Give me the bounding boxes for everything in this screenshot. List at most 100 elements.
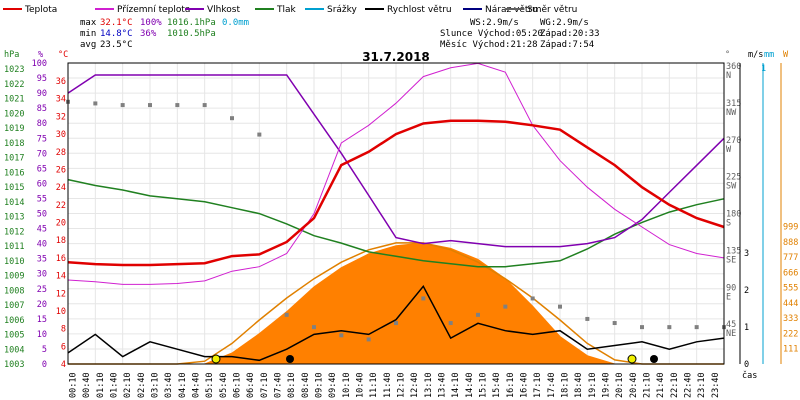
tick-time: 21:40: [656, 372, 666, 398]
wind-dir-point: [448, 321, 453, 326]
tick-temp: 8: [61, 325, 66, 335]
tick-temp: 24: [56, 183, 66, 193]
wind-dir-point: [120, 103, 125, 108]
tick-temp: 32: [56, 112, 66, 122]
tick-pct: 55: [37, 194, 47, 204]
axis-title-dir: °: [725, 50, 730, 60]
wind-dir-point: [503, 304, 508, 309]
tick-time: 03:10: [151, 372, 161, 398]
tick-w: 999: [783, 223, 798, 233]
legend-prizemni-teplota: Přízemní teplota: [117, 5, 190, 15]
wind-dir-point: [230, 116, 234, 121]
tick-w: 777: [783, 253, 798, 263]
tick-time: 12:10: [397, 372, 407, 398]
tick-mm: 1: [761, 64, 766, 74]
tick-temp: 16: [56, 254, 66, 264]
tick-pct: 10: [37, 330, 47, 340]
tick-time: 14:40: [465, 372, 475, 398]
tick-hpa: 1017: [4, 154, 24, 164]
stat-min-label: min: [80, 29, 96, 39]
tick-dir-name: NE: [726, 329, 736, 339]
stat-max-hum: 100%: [140, 18, 162, 28]
ground-temp-line: [67, 62, 725, 285]
tick-dir-name: W: [726, 145, 732, 155]
tick-dir-deg: 180: [726, 210, 741, 220]
tick-time: 20:10: [615, 372, 625, 398]
tick-time: 01:40: [110, 372, 120, 398]
legend-srazky: Srážky: [327, 5, 358, 15]
tick-dir-name: SW: [726, 182, 737, 192]
tick-temp: 22: [56, 201, 66, 211]
stat-min-hum: 36%: [140, 29, 157, 39]
tick-time: 16:40: [520, 372, 530, 398]
tick-hpa: 1009: [4, 272, 24, 282]
tick-w: 111: [783, 345, 798, 355]
tick-hpa: 1021: [4, 95, 24, 105]
tick-time: 18:40: [574, 372, 584, 398]
tick-w: 888: [783, 238, 798, 248]
tick-ms: 1: [744, 323, 749, 333]
tick-hpa: 1018: [4, 139, 24, 149]
tick-pct: 70: [37, 149, 47, 159]
tick-temp: 6: [61, 342, 66, 352]
legend: Teplota Přízemní teplota Vlhkost Tlak Sr…: [3, 5, 577, 15]
tick-pct: 75: [37, 134, 47, 144]
wind-ws: WS:2.9m/s: [470, 18, 519, 28]
tick-w: 444: [783, 299, 798, 309]
tick-w: 555: [783, 284, 798, 294]
plot-frame: [67, 62, 725, 365]
wind-dir-point: [476, 312, 480, 317]
tick-time: 07:10: [260, 372, 270, 398]
sunrise-marker: [211, 354, 221, 364]
tick-time: 02:40: [137, 372, 147, 398]
tick-time: 06:40: [246, 372, 256, 398]
tick-time: 18:10: [561, 372, 571, 398]
axis-title-ms: m/s: [748, 50, 763, 60]
moon-set: Západ:7:54: [540, 40, 594, 50]
legend-tlak: Tlak: [276, 5, 297, 15]
tick-time: 07:40: [274, 372, 284, 398]
tick-time: 08:40: [301, 372, 311, 398]
tick-time: 17:10: [533, 372, 543, 398]
tick-time: 08:10: [287, 372, 297, 398]
wind-dir-point: [175, 103, 180, 108]
tick-time: 15:40: [492, 372, 502, 398]
tick-w: 666: [783, 268, 798, 278]
tick-time: 04:10: [178, 372, 188, 398]
tick-hpa: 1010: [4, 257, 24, 267]
tick-dir-name: SE: [726, 255, 736, 265]
tick-time: 11:10: [369, 372, 379, 398]
tick-w: 333: [783, 314, 798, 324]
wind-dir-point: [558, 304, 562, 309]
tick-pct: 90: [37, 89, 47, 99]
tick-time: 05:40: [219, 372, 229, 398]
stat-min-press: 1010.5hPa: [167, 29, 216, 39]
astro-block: WS:2.9m/s WG:2.9m/s Slunce Východ:05:20 …: [440, 18, 600, 50]
tick-temp: 28: [56, 148, 66, 158]
tick-dir-deg: 315: [726, 99, 741, 109]
stat-max-temp: 32.1°C: [100, 18, 133, 28]
tick-pct: 100: [32, 59, 47, 69]
wind-dir-point: [640, 325, 644, 330]
tick-time: 20:40: [629, 372, 639, 398]
tick-time: 15:10: [479, 372, 489, 398]
wind-dir-point: [148, 103, 152, 108]
tick-temp: 12: [56, 289, 66, 299]
tick-dir-deg: 45: [726, 320, 736, 330]
tick-dir-deg: 225: [726, 173, 741, 183]
tick-hpa: 1003: [4, 360, 24, 370]
tick-hpa: 1019: [4, 124, 24, 134]
sun-set: Západ:20:33: [540, 29, 600, 39]
tick-hpa: 1023: [4, 65, 24, 75]
humidity-line: [67, 74, 725, 248]
axis-title-pct: %: [38, 50, 43, 60]
tick-time: 17:40: [547, 372, 557, 398]
wind-dir-point: [202, 103, 207, 108]
tick-temp: 18: [56, 236, 66, 246]
tick-time: 00:40: [82, 372, 92, 398]
wind-dir-point: [667, 325, 672, 330]
tick-time: 09:40: [328, 372, 338, 398]
tick-pct: 95: [37, 74, 47, 84]
sun-rise: Slunce Východ:05:20: [440, 29, 543, 39]
